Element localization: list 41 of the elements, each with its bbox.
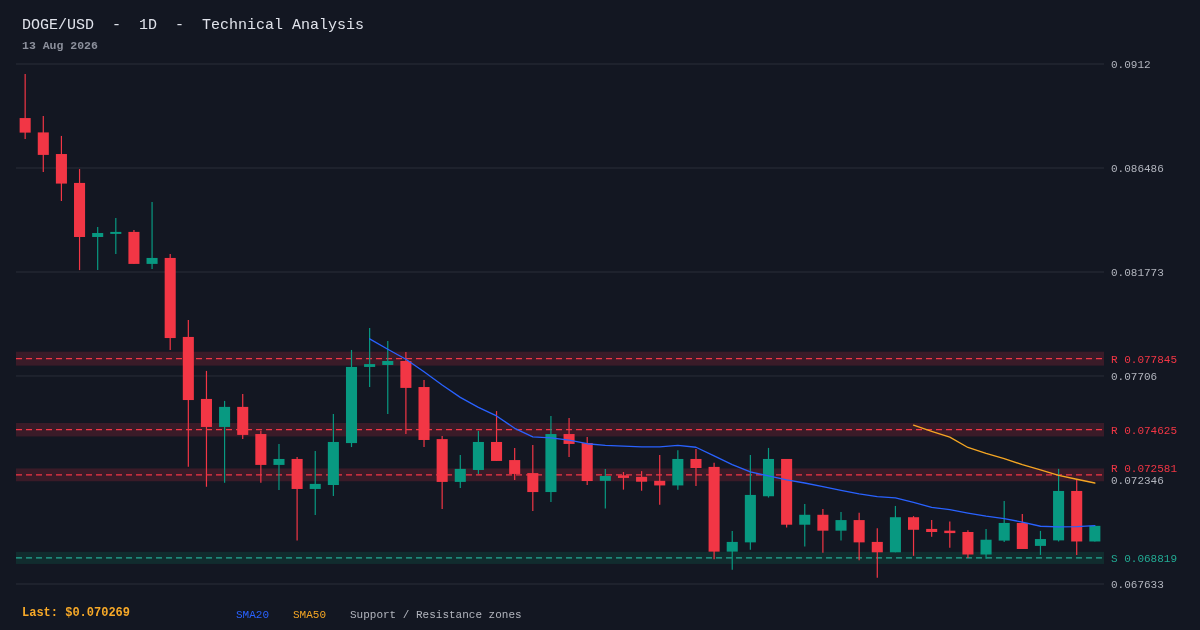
- text: SMA20: [236, 609, 270, 621]
- text: Last: $0.070269: [22, 606, 131, 620]
- candlestick: [726, 530, 738, 571]
- candlestick: [146, 201, 158, 270]
- ref-line-label: R 0.077845: [1111, 353, 1178, 366]
- candlestick: [817, 508, 829, 554]
- y-tick-label: 0.0912: [1111, 58, 1151, 71]
- line-series: [912, 424, 1096, 484]
- candlestick: [273, 443, 285, 491]
- candlestick: [219, 400, 231, 484]
- y-tick-label: 0.067633: [1111, 578, 1164, 591]
- candlestick: [962, 529, 974, 559]
- y-tick-label: 0.081773: [1111, 266, 1164, 279]
- candlestick: [908, 515, 920, 557]
- candlestick: [37, 115, 49, 173]
- candlestick: [998, 500, 1010, 543]
- ref-line-label: R 0.072581: [1111, 462, 1178, 475]
- candlestick: [382, 340, 394, 415]
- candlestick: [1034, 530, 1046, 556]
- y-tick-label: 0.07706: [1111, 370, 1158, 383]
- candlestick: [364, 327, 376, 388]
- chart-subtitle: 13 Aug 2026: [22, 39, 99, 52]
- text: Support / Resistance zones: [350, 609, 522, 621]
- ref-line-label: R 0.074625: [1111, 424, 1178, 437]
- candlestick: [309, 450, 321, 516]
- candlestick: [980, 528, 992, 560]
- candlestick: [871, 527, 883, 579]
- candlestick: [799, 503, 811, 548]
- candlestick: [92, 226, 104, 271]
- candlestick: [599, 468, 611, 510]
- candlestick: [19, 73, 31, 140]
- candlestick: [853, 512, 865, 561]
- candlestick: [454, 454, 466, 489]
- candlestick: [110, 217, 122, 255]
- y-tick-label: 0.086486: [1111, 162, 1164, 175]
- line-series: [368, 338, 1096, 528]
- candlestick: [835, 511, 847, 542]
- y-tick-label: 0.072346: [1111, 474, 1164, 487]
- chart-title: DOGE/USD - 1D - Technical Analysis: [22, 17, 365, 34]
- ref-line-label: S 0.068819: [1111, 552, 1178, 565]
- text: SMA50: [293, 609, 327, 621]
